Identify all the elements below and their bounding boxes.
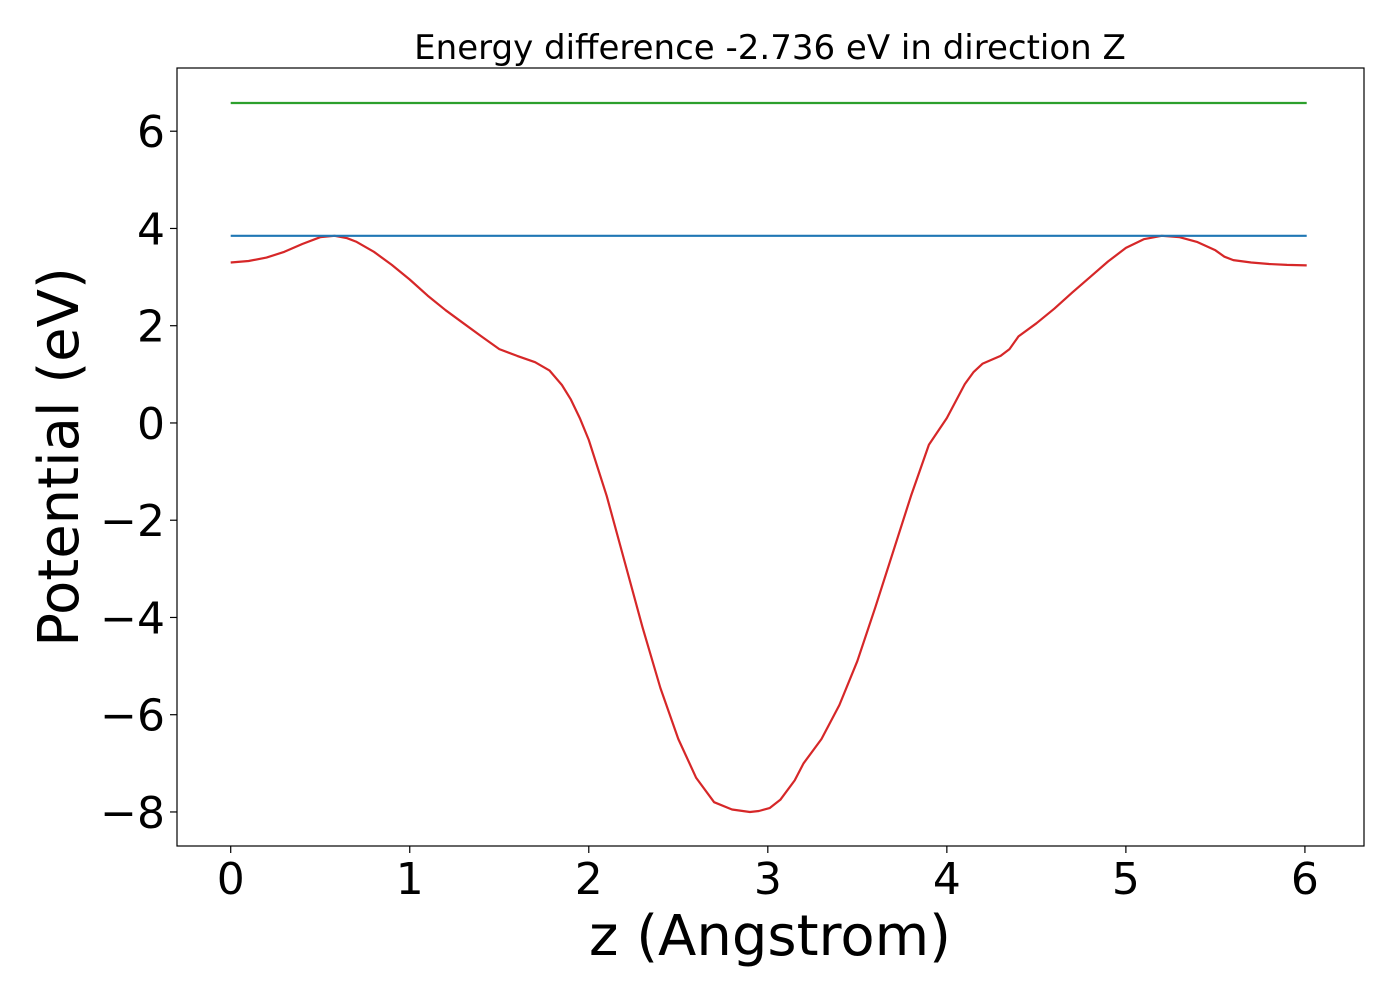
y-tick-label: 6 <box>137 107 165 158</box>
y-tick-label: 4 <box>137 204 165 255</box>
y-axis-label: Potential (eV) <box>27 267 92 647</box>
x-tick-label: 0 <box>217 854 245 905</box>
x-tick-label: 1 <box>396 854 424 905</box>
y-tick-label: −8 <box>100 788 165 839</box>
y-tick-label: −2 <box>100 496 165 547</box>
x-tick-label: 3 <box>754 854 782 905</box>
y-tick-label: −6 <box>100 691 165 742</box>
x-axis-label: z (Angstrom) <box>589 904 951 969</box>
x-tick-label: 4 <box>933 854 961 905</box>
plot-frame <box>176 67 1365 847</box>
x-axis-ticks: 0 1 2 3 4 5 6 <box>217 846 1319 905</box>
y-axis-ticks: −8 −6 −4 −2 0 2 4 6 <box>100 107 177 839</box>
x-tick-label: 2 <box>575 854 603 905</box>
x-tick-label: 6 <box>1291 854 1319 905</box>
y-tick-label: 0 <box>137 399 165 450</box>
y-tick-label: −4 <box>100 593 165 644</box>
series-line-0 <box>230 234 1307 814</box>
y-tick-label: 2 <box>137 302 165 353</box>
series-layer <box>230 101 1307 814</box>
chart-title: Energy difference -2.736 eV in direction… <box>414 28 1126 68</box>
x-tick-label: 5 <box>1112 854 1140 905</box>
